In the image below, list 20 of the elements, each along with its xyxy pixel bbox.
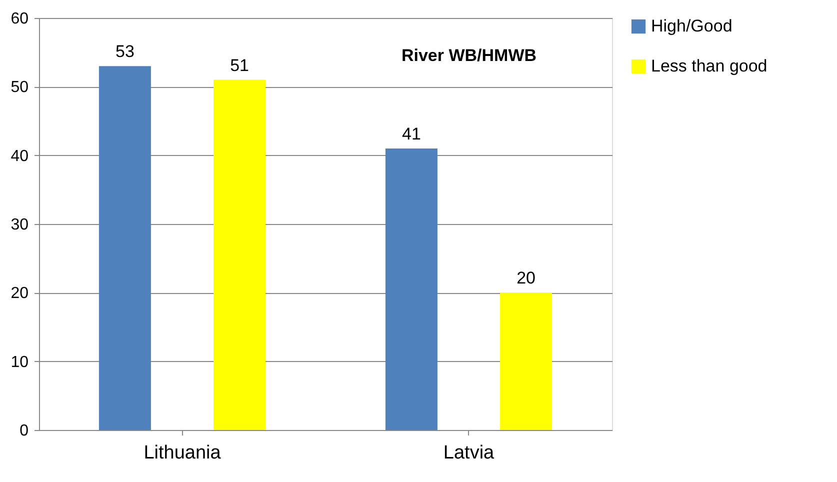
data-label: 53 bbox=[115, 42, 134, 62]
bar bbox=[500, 292, 552, 430]
data-label: 41 bbox=[402, 124, 421, 144]
y-tick-label: 10 bbox=[10, 354, 29, 371]
y-tick-label: 0 bbox=[20, 422, 29, 440]
y-tick-label: 50 bbox=[10, 79, 29, 96]
legend-label: Less than good bbox=[651, 56, 768, 76]
y-tick-label: 30 bbox=[10, 216, 29, 234]
data-label: 51 bbox=[230, 56, 250, 75]
legend-label: High/Good bbox=[651, 16, 732, 36]
data-label: 20 bbox=[516, 268, 536, 288]
x-tick-label: Latvia bbox=[443, 442, 495, 464]
x-tick-label: Lithuania bbox=[144, 442, 222, 464]
y-tick-label: 40 bbox=[10, 148, 29, 165]
y-tick-label: 60 bbox=[10, 10, 29, 28]
text: River WB/HMWB bbox=[401, 46, 537, 65]
bar bbox=[214, 80, 266, 430]
bar bbox=[98, 66, 151, 430]
y-tick-label: 20 bbox=[10, 285, 29, 302]
bar bbox=[385, 148, 438, 430]
